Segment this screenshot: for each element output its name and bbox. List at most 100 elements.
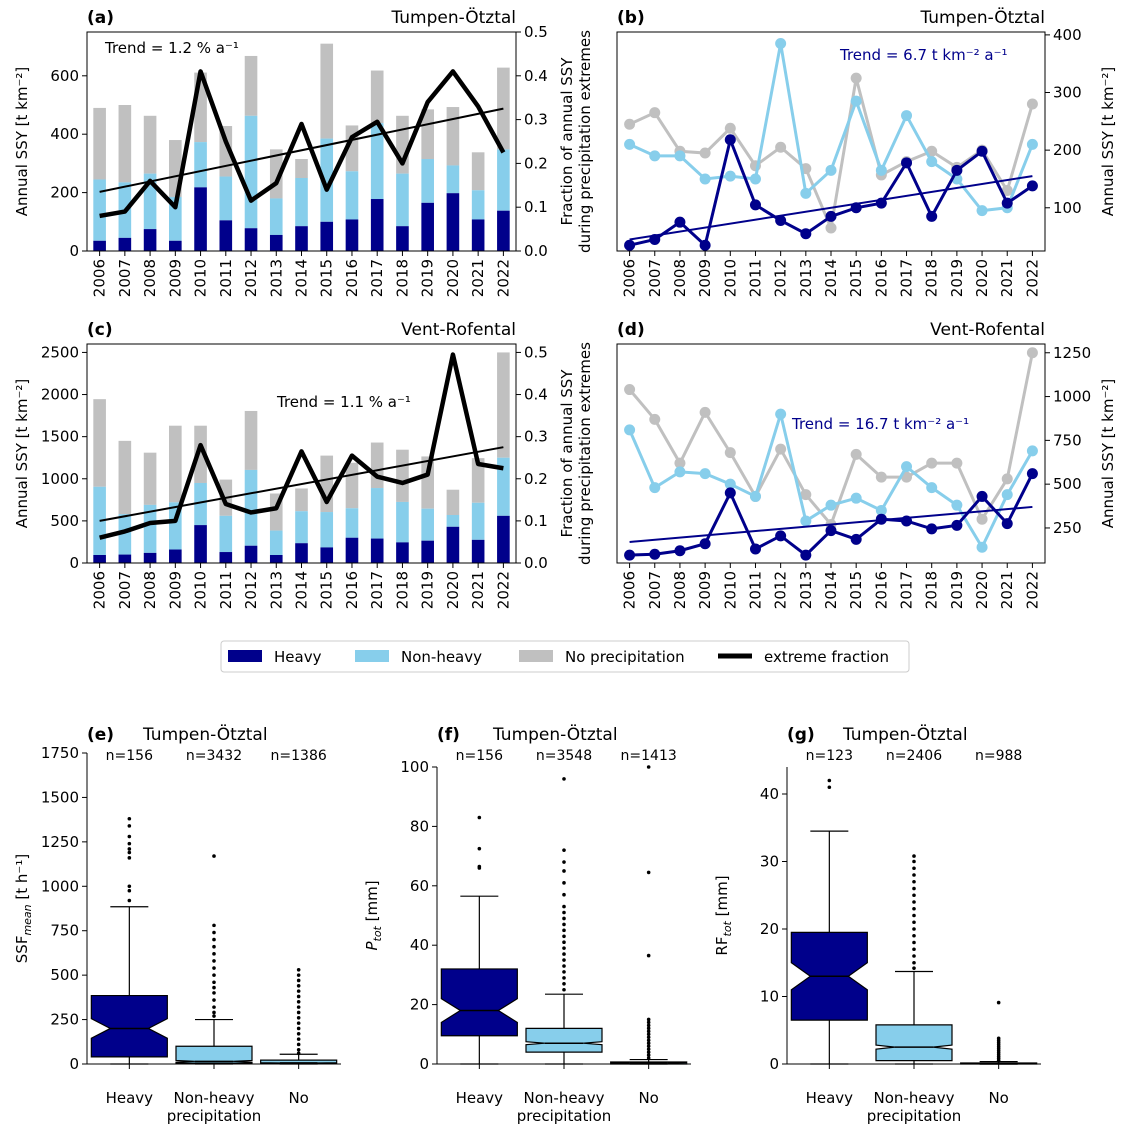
flier-point bbox=[212, 991, 216, 995]
series-point-no-precipitation bbox=[624, 384, 636, 396]
panel-title: Tumpen-Ötztal bbox=[492, 723, 618, 745]
series-point-non-heavy bbox=[775, 408, 787, 420]
flier-point bbox=[296, 989, 301, 993]
flier-point bbox=[912, 879, 916, 884]
category-label: Heavy bbox=[106, 1089, 154, 1107]
bar-no-precipitation bbox=[471, 458, 485, 503]
bar-heavy bbox=[345, 219, 359, 251]
series-point-no-precipitation bbox=[649, 107, 661, 119]
x-tick-label: 2015 bbox=[318, 571, 336, 609]
series-point-non-heavy bbox=[800, 515, 812, 527]
flier-point bbox=[127, 850, 132, 855]
series-point-non-heavy bbox=[1026, 445, 1038, 457]
series-point-heavy bbox=[624, 239, 636, 251]
x-tick-label: 2016 bbox=[872, 259, 890, 297]
bar-heavy bbox=[471, 539, 485, 563]
x-tick-label: 2006 bbox=[91, 571, 109, 609]
legend-swatch bbox=[228, 650, 262, 662]
legend-label: No precipitation bbox=[565, 648, 685, 666]
bar-non-heavy bbox=[396, 501, 409, 543]
flier-point bbox=[912, 906, 916, 911]
series-point-heavy bbox=[825, 210, 837, 222]
x-tick-label: 2018 bbox=[393, 571, 411, 609]
flier-point bbox=[212, 998, 216, 1002]
series-point-no-precipitation bbox=[850, 448, 862, 460]
category-sublabel: precipitation bbox=[167, 1107, 262, 1125]
n-count-label: n=3548 bbox=[536, 748, 592, 764]
series-point-heavy bbox=[1001, 197, 1013, 209]
x-tick-label: 2021 bbox=[998, 571, 1016, 609]
box-1 bbox=[525, 1027, 603, 1053]
series-point-heavy bbox=[901, 157, 913, 169]
bar-non-heavy bbox=[345, 508, 359, 538]
flier-point bbox=[646, 1017, 651, 1022]
series-point-heavy bbox=[775, 530, 787, 542]
y-axis-label-unit: [mm] bbox=[363, 880, 381, 926]
x-tick-label: 2014 bbox=[822, 259, 840, 297]
y2-axis-label-line1: Fraction of annual SSY bbox=[558, 369, 576, 538]
bar-no-precipitation bbox=[446, 489, 460, 515]
y2-tick-label: 0.1 bbox=[524, 198, 548, 216]
bar-no-precipitation bbox=[497, 352, 510, 458]
flier-point bbox=[646, 1029, 651, 1034]
x-tick-label: 2011 bbox=[746, 571, 764, 609]
bar-heavy bbox=[421, 202, 434, 251]
x-tick-label: 2020 bbox=[973, 259, 991, 297]
extreme-fraction-line bbox=[99, 352, 504, 540]
panel-title: Tumpen-Ötztal bbox=[842, 723, 968, 745]
y2-tick-label: 0.4 bbox=[524, 67, 548, 85]
x-tick-label: 2021 bbox=[469, 571, 487, 609]
flier-point bbox=[296, 1021, 301, 1025]
bar-heavy bbox=[93, 240, 106, 251]
x-tick-label: 2007 bbox=[646, 259, 664, 297]
series-point-non-heavy bbox=[901, 461, 913, 473]
legend: Heavy Non-heavy No precipitation extreme fr… bbox=[220, 640, 910, 673]
y-tick-label: 250 bbox=[1053, 519, 1082, 537]
series-point-non-heavy bbox=[926, 482, 938, 494]
bar-heavy bbox=[497, 515, 510, 563]
series-point-heavy bbox=[800, 549, 812, 561]
series-point-no-precipitation bbox=[775, 141, 787, 153]
panel-g: 0 10 20 30 40 Heavy n=123 Non-heavyprecipitatio… bbox=[713, 723, 1041, 1125]
y-tick-label: 400 bbox=[1053, 26, 1082, 44]
x-tick-label: 2018 bbox=[393, 259, 411, 297]
series-point-non-heavy bbox=[724, 478, 736, 490]
flier-point bbox=[827, 785, 832, 790]
bar-heavy bbox=[471, 219, 485, 251]
x-tick-label: 2022 bbox=[494, 571, 512, 609]
flier-point bbox=[127, 834, 132, 839]
y-tick-label: 0 bbox=[69, 554, 79, 572]
y-axis-label-main: RF bbox=[713, 937, 731, 956]
bar-no-precipitation bbox=[370, 70, 384, 124]
panel-title: Tumpen-Ötztal bbox=[142, 723, 268, 745]
y2-axis-label-line1: Fraction of annual SSY bbox=[558, 57, 576, 226]
category-label: Non-heavy bbox=[874, 1089, 955, 1107]
bar-heavy bbox=[320, 547, 334, 563]
x-tick-label: 2013 bbox=[797, 259, 815, 297]
flier-point bbox=[912, 886, 916, 891]
x-tick-label: 2020 bbox=[444, 571, 462, 609]
y-tick-label: 0 bbox=[769, 1055, 779, 1073]
x-tick-label: 2012 bbox=[242, 259, 260, 297]
flier-point bbox=[912, 920, 916, 925]
y2-tick-label: 0.1 bbox=[524, 512, 548, 530]
x-tick-label: 2020 bbox=[973, 571, 991, 609]
series-point-non-heavy bbox=[624, 424, 636, 436]
flier-point bbox=[212, 937, 216, 942]
flier-point bbox=[562, 910, 566, 915]
x-tick-label: 2008 bbox=[671, 571, 689, 609]
series-point-non-heavy bbox=[775, 38, 787, 50]
x-tick-label: 2017 bbox=[898, 571, 916, 609]
flier-point bbox=[562, 916, 566, 921]
n-count-label: n=3432 bbox=[186, 748, 242, 764]
flier-point bbox=[127, 884, 132, 889]
flier-point bbox=[562, 934, 566, 939]
y-axis-label-sub: tot bbox=[721, 920, 734, 936]
y-axis-label-sub: tot bbox=[371, 925, 384, 941]
y-axis-label: SSFmean [t h⁻¹] bbox=[13, 854, 34, 963]
y-tick-label: 1750 bbox=[41, 744, 79, 762]
series-point-heavy bbox=[926, 210, 938, 222]
flier-point bbox=[212, 930, 216, 935]
y-axis-label: Ptot [mm] bbox=[363, 880, 384, 950]
flier-point bbox=[296, 1015, 301, 1020]
